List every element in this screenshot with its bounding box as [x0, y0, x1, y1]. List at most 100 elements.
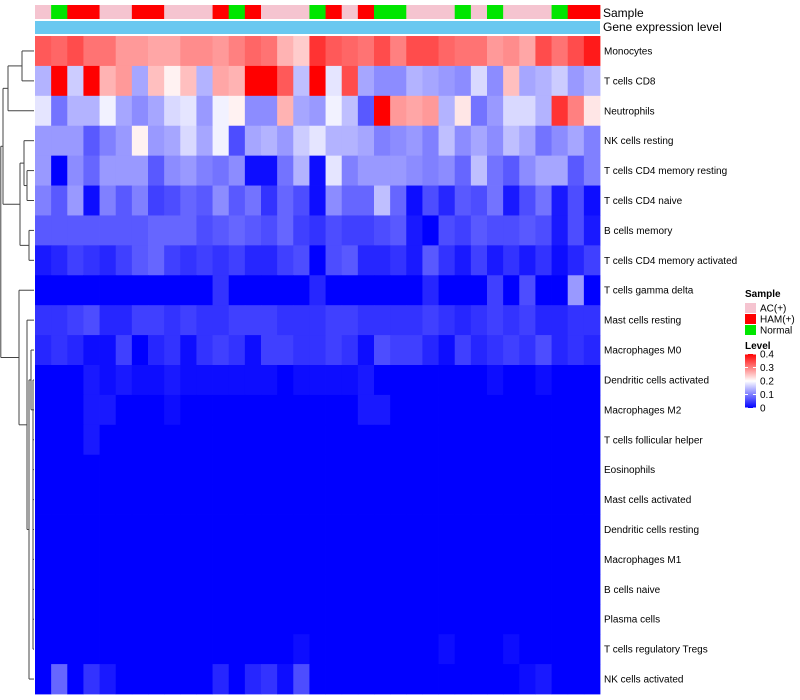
- legend: Sample AC(+)HAM(+)Normal Level 0.4 0.3 0.2…: [745, 289, 795, 415]
- heatmap-cell: [341, 634, 359, 665]
- heatmap-cell: [99, 604, 117, 635]
- heatmap-cell: [309, 155, 326, 186]
- sample-anno-cell: [115, 5, 133, 19]
- heatmap-cell: [519, 634, 536, 665]
- heatmap-cell: [487, 394, 504, 426]
- heatmap-cell: [212, 544, 230, 575]
- heatmap-cell: [503, 574, 520, 605]
- heatmap-cell: [357, 65, 375, 97]
- heatmap-cell: [325, 544, 343, 575]
- heatmap-cell: [374, 454, 391, 486]
- heatmap-cell: [148, 275, 165, 306]
- heatmap-cell: [99, 514, 117, 545]
- heatmap-cell: [148, 634, 165, 665]
- heatmap-cell: [519, 574, 536, 605]
- heatmap-cell: [357, 215, 375, 246]
- heatmap-cell: [131, 664, 149, 695]
- heatmap-cell: [228, 65, 246, 97]
- heatmap-cell: [470, 155, 488, 186]
- heatmap-cell: [244, 185, 262, 216]
- heatmap-cell: [454, 604, 472, 635]
- heatmap-cell: [487, 305, 504, 336]
- heatmap-cell: [51, 424, 68, 456]
- heatmap-cell: [131, 484, 149, 515]
- heatmap-cell: [212, 155, 230, 186]
- heatmap-cell: [293, 664, 310, 695]
- heatmap-cell: [212, 125, 230, 157]
- heatmap-cell: [390, 95, 407, 127]
- heatmap-cell: [196, 125, 213, 157]
- heatmap-cell: [454, 424, 472, 456]
- heatmap-cell: [390, 514, 407, 545]
- heatmap-cell: [438, 185, 456, 216]
- heatmap-cell: [67, 155, 84, 186]
- heatmap-cell: [406, 155, 423, 186]
- heatmap-cell: [131, 514, 149, 545]
- heatmap-cell: [180, 335, 197, 366]
- heatmap-cell: [35, 544, 52, 575]
- heatmap-cell: [325, 155, 343, 186]
- heatmap-cell: [148, 664, 165, 695]
- sample-anno-cell: [454, 5, 472, 19]
- heatmap-cell: [244, 634, 262, 665]
- row-label: Macrophages M1: [604, 555, 682, 566]
- heatmap-cell: [115, 604, 133, 635]
- heatmap-cell: [487, 95, 504, 127]
- heatmap-cell: [422, 215, 439, 246]
- heatmap-cell: [180, 245, 197, 276]
- heatmap-cell: [148, 394, 165, 426]
- heatmap-cell: [390, 544, 407, 575]
- sample-anno-cell: [583, 5, 601, 19]
- heatmap-cell: [535, 604, 552, 635]
- heatmap-cell: [470, 574, 488, 605]
- heatmap-cell: [51, 365, 68, 396]
- row-labels: Monocytes T cells CD8 Neutrophils NK cells …: [604, 46, 737, 685]
- heatmap-cell: [196, 36, 213, 67]
- heatmap-cell: [454, 245, 472, 276]
- heatmap-cell: [99, 634, 117, 665]
- heatmap-cell: [357, 245, 375, 276]
- heatmap-cell: [277, 245, 294, 276]
- heatmap-cell: [325, 335, 343, 366]
- row-label: B cells naive: [604, 585, 661, 596]
- heatmap-cell: [357, 275, 375, 306]
- heatmap-cell: [228, 544, 246, 575]
- heatmap-cell: [277, 125, 294, 157]
- row-label: T cells CD4 naive: [604, 196, 683, 207]
- heatmap-cell: [309, 275, 326, 306]
- heatmap-cell: [325, 394, 343, 426]
- heatmap-cell: [470, 215, 488, 246]
- heatmap-cell: [583, 36, 601, 67]
- heatmap-cell: [487, 275, 504, 306]
- heatmap-cell: [583, 305, 601, 336]
- heatmap-cell: [115, 394, 133, 426]
- heatmap-cell: [519, 215, 536, 246]
- heatmap-cell: [148, 36, 165, 67]
- heatmap-cell: [583, 394, 601, 426]
- heatmap-cell: [519, 36, 536, 67]
- heatmap-cell: [567, 125, 585, 157]
- row-label: NK cells resting: [604, 136, 673, 147]
- heatmap-cell: [583, 65, 601, 97]
- heatmap-cell: [228, 634, 246, 665]
- heatmap-cell: [551, 155, 569, 186]
- heatmap-cell: [406, 245, 423, 276]
- heatmap-cell: [503, 305, 520, 336]
- heatmap-cell: [503, 65, 520, 97]
- heatmap-cell: [51, 65, 68, 97]
- heatmap-cell: [519, 155, 536, 186]
- sample-anno-cell: [406, 5, 423, 19]
- heatmap-cell: [83, 514, 100, 545]
- heatmap-cell: [83, 215, 100, 246]
- heatmap-cell: [309, 185, 326, 216]
- heatmap-cell: [519, 604, 536, 635]
- heatmap-cell: [51, 275, 68, 306]
- heatmap-cell: [83, 36, 100, 67]
- heatmap-cell: [51, 245, 68, 276]
- heatmap-cell: [35, 514, 52, 545]
- heatmap-cell: [487, 125, 504, 157]
- heatmap-cell: [325, 275, 343, 306]
- heatmap-cell: [551, 424, 569, 456]
- heatmap-cell: [535, 484, 552, 515]
- heatmap-cell: [293, 65, 310, 97]
